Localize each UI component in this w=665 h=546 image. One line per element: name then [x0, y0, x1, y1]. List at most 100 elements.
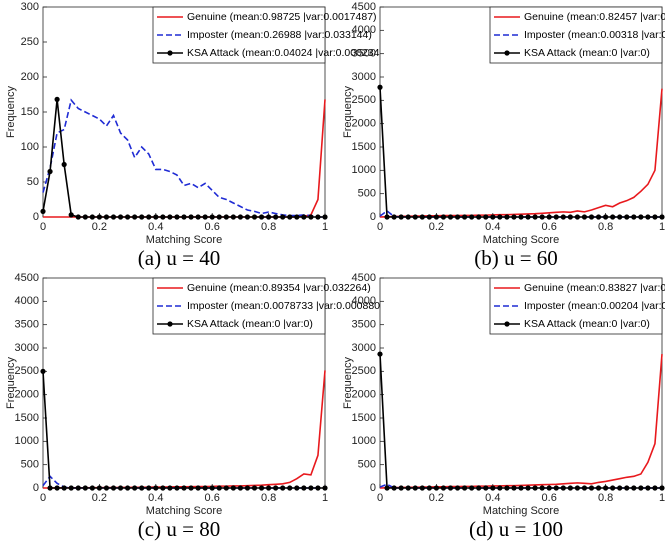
series-marker	[462, 485, 468, 491]
series-marker	[610, 485, 616, 491]
series-marker	[631, 214, 637, 220]
series-marker	[405, 214, 411, 220]
legend-marker	[504, 321, 510, 327]
x-axis-label: Matching Score	[483, 505, 559, 517]
series-marker	[287, 214, 293, 220]
series-marker	[230, 485, 236, 491]
y-tick-label: 500	[21, 459, 39, 471]
series-marker	[419, 214, 425, 220]
series-marker	[377, 351, 383, 357]
series-marker	[103, 485, 110, 491]
series-marker	[553, 214, 559, 220]
series-marker	[266, 485, 272, 491]
series-marker	[110, 485, 117, 491]
series-marker	[525, 485, 531, 491]
x-tick-label: 0.4	[148, 492, 163, 504]
y-tick-label: 3500	[352, 48, 376, 60]
series-marker	[567, 214, 573, 220]
caption: (d) u = 100	[469, 517, 563, 541]
series-marker	[476, 214, 482, 220]
y-tick-label: 50	[27, 176, 39, 188]
legend-label: Imposter (mean:0.26988 |var:0.033144)	[187, 29, 372, 41]
x-tick-label: 0.8	[261, 492, 276, 504]
series-marker	[398, 214, 404, 220]
series-marker	[588, 485, 595, 491]
y-tick-label: 1500	[352, 412, 376, 424]
series-marker	[195, 214, 201, 220]
series-marker	[167, 214, 173, 220]
series-marker	[103, 214, 110, 220]
series-marker	[174, 485, 180, 491]
series-marker	[61, 485, 67, 491]
series-marker	[174, 214, 180, 220]
series-marker	[146, 485, 152, 491]
series-marker	[181, 485, 187, 491]
series-marker	[525, 214, 531, 220]
series-marker	[160, 485, 166, 491]
x-axis-label: Matching Score	[483, 234, 559, 246]
series-marker	[188, 485, 194, 491]
series-marker	[440, 485, 447, 491]
series-marker	[125, 214, 131, 220]
series-marker	[631, 485, 637, 491]
series-marker	[315, 214, 321, 220]
series-marker	[454, 214, 461, 220]
series-marker	[454, 485, 461, 491]
y-axis-label: Frequency	[5, 86, 17, 138]
x-tick-label: 0.6	[542, 221, 557, 233]
series-marker	[469, 485, 475, 491]
series-marker	[518, 214, 524, 220]
series-marker	[153, 485, 159, 491]
series-marker	[433, 485, 439, 491]
series-marker	[75, 485, 81, 491]
y-tick-label: 0	[370, 211, 376, 223]
series-marker	[266, 214, 272, 220]
y-tick-label: 2000	[352, 389, 376, 401]
series-marker	[273, 485, 279, 491]
series-marker	[581, 485, 588, 491]
series-marker	[132, 214, 138, 220]
series-marker	[546, 214, 552, 220]
legend-marker	[167, 321, 173, 327]
series-marker	[273, 214, 279, 220]
y-tick-label: 2500	[352, 94, 376, 106]
series-marker	[426, 485, 432, 491]
y-tick-label: 150	[21, 106, 39, 118]
series-marker	[595, 214, 602, 220]
series-marker	[202, 214, 208, 220]
legend-label: Genuine (mean:0.83827 |var:0.055306)	[524, 282, 665, 294]
series-marker	[384, 214, 390, 220]
y-tick-label: 3500	[352, 319, 376, 331]
x-tick-label: 1	[322, 221, 328, 233]
series-marker	[659, 214, 665, 220]
series-marker	[322, 485, 328, 491]
x-tick-label: 0	[40, 492, 46, 504]
caption: (b) u = 60	[474, 246, 558, 270]
series-marker	[553, 485, 559, 491]
series-marker	[581, 214, 588, 220]
series-marker	[645, 214, 651, 220]
series-marker	[223, 214, 229, 220]
series-marker	[617, 214, 623, 220]
series-marker	[483, 485, 489, 491]
series-marker	[652, 485, 658, 491]
series-marker	[659, 485, 665, 491]
y-tick-label: 4500	[352, 1, 376, 13]
series-marker	[308, 214, 314, 220]
legend-marker	[504, 50, 510, 56]
series-marker	[588, 214, 595, 220]
series-marker	[89, 485, 95, 491]
legend-label: Genuine (mean:0.89354 |var:0.032264)	[187, 282, 371, 294]
series-marker	[504, 485, 510, 491]
series-marker	[483, 214, 489, 220]
series-marker	[294, 485, 300, 491]
y-tick-label: 4000	[352, 295, 376, 307]
series-marker	[447, 214, 454, 220]
series-marker	[188, 214, 194, 220]
caption: (a) u = 40	[138, 246, 220, 270]
x-tick-label: 0.2	[429, 492, 444, 504]
legend-marker	[167, 50, 173, 56]
y-tick-label: 1500	[15, 412, 39, 424]
series-marker	[96, 485, 102, 491]
legend-label: KSA Attack (mean:0 |var:0)	[187, 318, 313, 330]
